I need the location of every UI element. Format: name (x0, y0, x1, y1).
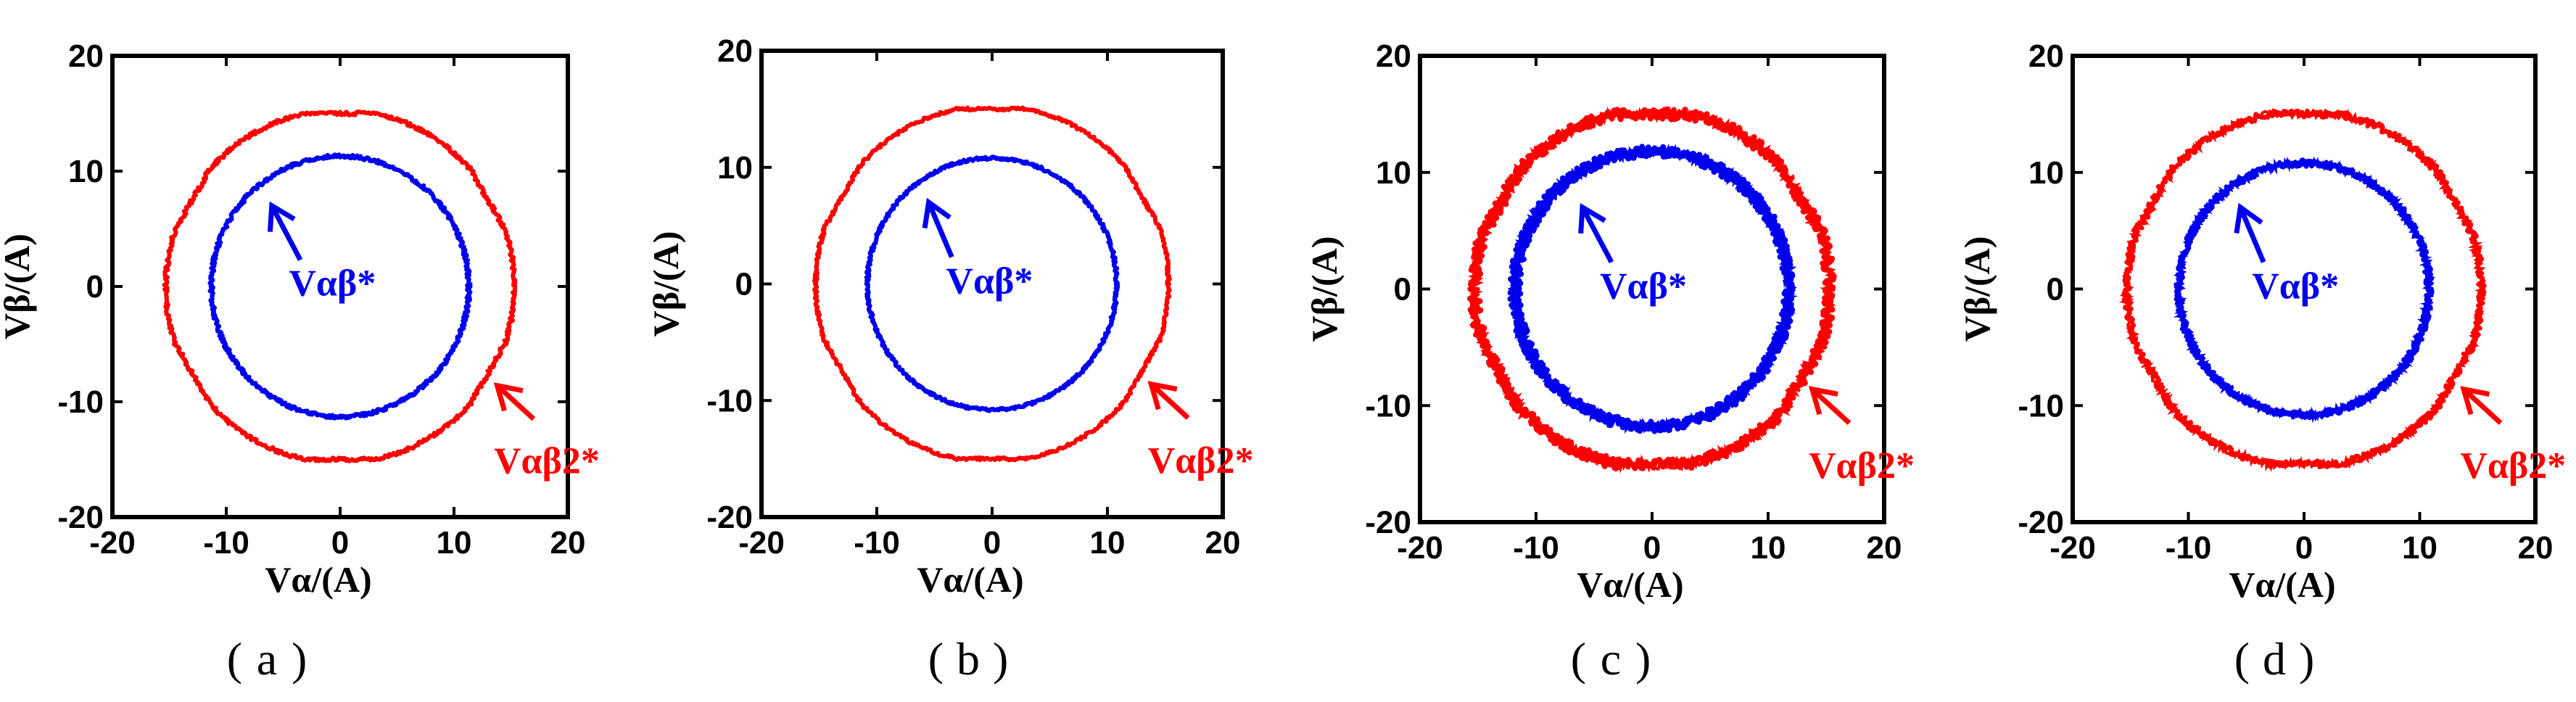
y-tick-label: -10 (1365, 388, 1411, 424)
x-tick-label: -20 (89, 525, 136, 561)
annotation-arrow-head (922, 197, 951, 229)
annotation-label: Vαβ2* (1148, 440, 1254, 482)
caption-open: ( (1571, 633, 1586, 685)
x-tick-label: 0 (331, 525, 349, 561)
y-tick-label: 0 (2047, 272, 2064, 307)
annotation-arrow-head (267, 201, 296, 232)
x-tick-label: 0 (983, 525, 1001, 561)
annotation-arrow-head (2460, 386, 2490, 416)
caption-letter: d (2263, 633, 2286, 685)
x-tick-label: 20 (1205, 525, 1241, 561)
annotation-arrow-shaft (1149, 382, 1190, 420)
x-tick-label: -20 (738, 525, 785, 561)
x-tick-label: 0 (2295, 530, 2313, 566)
caption-open: ( (227, 633, 242, 685)
annotation-label: Vαβ2* (1809, 445, 1915, 487)
x-tick-label: -10 (203, 525, 249, 561)
annotation-label: Vαβ* (289, 263, 376, 305)
x-tick-label: 20 (550, 525, 586, 561)
x-tick-label: -20 (2049, 530, 2096, 566)
caption-open: ( (928, 633, 944, 685)
series-line-valphabeta (864, 154, 1120, 413)
x-tick-label: 20 (2518, 530, 2554, 566)
caption-close: ) (292, 633, 307, 685)
panel-c: ( c ) -20 -10 0 10 20 -20 -10 0 10 20 Vα/(A) Vβ/(A)… (1304, 38, 1915, 685)
annotation-arrow-head (1147, 381, 1178, 410)
x-tick-label: 10 (437, 525, 472, 561)
y-tick-label: -20 (706, 500, 753, 535)
x-axis-label: Vα/(A) (1577, 564, 1683, 605)
annotation-label: Vαβ2* (2460, 445, 2566, 487)
caption-open: ( (2234, 633, 2250, 685)
series-line-noise (1507, 143, 1799, 434)
annotation-arrow-shaft (495, 384, 536, 421)
annotation-arrow-shaft (1580, 206, 1614, 264)
series-line-valphabeta (207, 152, 473, 421)
y-tick-label: 0 (735, 267, 753, 302)
x-tick-label: -20 (1397, 530, 1443, 566)
y-tick-label: 10 (1376, 155, 1411, 191)
series-line-noise (2173, 156, 2436, 424)
y-tick-label: -20 (2018, 505, 2064, 540)
panel-b: ( b ) -20 -10 0 10 20 -20 -10 0 10 20 Vα/(A) Vβ/(A)… (645, 33, 1254, 685)
y-axis-label: Vβ/(A) (645, 231, 686, 337)
annotation-arrow-shaft (2238, 206, 2266, 263)
y-tick-label: 0 (1394, 272, 1411, 307)
x-tick-label: 0 (1643, 530, 1661, 566)
y-tick-label: 20 (717, 33, 753, 69)
x-axis-label: Vα/(A) (265, 559, 371, 600)
y-tick-label: 0 (86, 269, 104, 305)
caption-letter: b (957, 633, 980, 685)
x-axis-label: Vα/(A) (2229, 564, 2335, 605)
annotation-label: Vαβ* (1600, 265, 1687, 307)
y-axis-label: Vβ/(A) (0, 234, 37, 339)
series-line-valphabeta2 (812, 105, 1172, 463)
x-tick-label: 10 (1751, 530, 1786, 566)
y-tick-label: 10 (717, 150, 753, 186)
caption-letter: a (257, 633, 277, 685)
caption-close: ) (2299, 633, 2314, 685)
y-tick-label: -20 (1365, 505, 1411, 540)
y-tick-label: -10 (706, 383, 753, 418)
annotation-arrow-shaft (926, 201, 954, 258)
panel-a: ( a ) -20 -10 0 10 20 -20 -10 0 10 20 Vα/(A) Vβ/(A)… (0, 38, 600, 685)
x-tick-label: -10 (1513, 530, 1559, 566)
annotation-label: Vαβ* (946, 260, 1033, 302)
annotation-label: Vαβ* (2252, 265, 2339, 307)
x-tick-label: -10 (2166, 530, 2212, 566)
annotation-label: Vαβ2* (494, 441, 600, 482)
y-axis-label: Vβ/(A) (1304, 236, 1345, 342)
annotation-arrow-head (1578, 203, 1606, 234)
x-tick-label: 10 (2402, 530, 2437, 566)
y-tick-label: 20 (1376, 38, 1411, 74)
x-tick-label: 20 (1867, 530, 1902, 566)
annotation-arrow-shaft (269, 205, 303, 262)
annotation-arrow-head (1808, 386, 1838, 416)
caption-close: ) (993, 633, 1008, 685)
annotation-arrow-head (2234, 202, 2263, 234)
series-line-noise (1467, 106, 1838, 474)
annotation-arrow-head (493, 382, 524, 412)
panel-d: ( d ) -20 -10 0 10 20 -20 -10 0 10 20 Vα/(A) Vβ/(A)… (1957, 38, 2566, 685)
annotation-arrow-shaft (1810, 387, 1852, 425)
y-tick-label: 10 (68, 154, 104, 189)
y-tick-label: 20 (2028, 38, 2064, 74)
y-tick-label: -10 (57, 384, 104, 420)
y-tick-label: 20 (68, 38, 104, 74)
x-tick-label: 10 (1090, 525, 1126, 561)
x-tick-label: -10 (854, 525, 900, 561)
y-axis-label: Vβ/(A) (1957, 236, 1997, 342)
caption-close: ) (1635, 633, 1651, 685)
y-tick-label: -10 (2018, 388, 2064, 424)
annotation-arrow-shaft (2461, 387, 2503, 425)
series-line-noise (2118, 107, 2487, 473)
caption-letter: c (1601, 633, 1621, 685)
x-axis-label: Vα/(A) (917, 559, 1023, 600)
y-tick-label: 10 (2028, 155, 2064, 191)
series-line-valphabeta2 (162, 110, 518, 463)
y-tick-label: -20 (57, 500, 104, 535)
